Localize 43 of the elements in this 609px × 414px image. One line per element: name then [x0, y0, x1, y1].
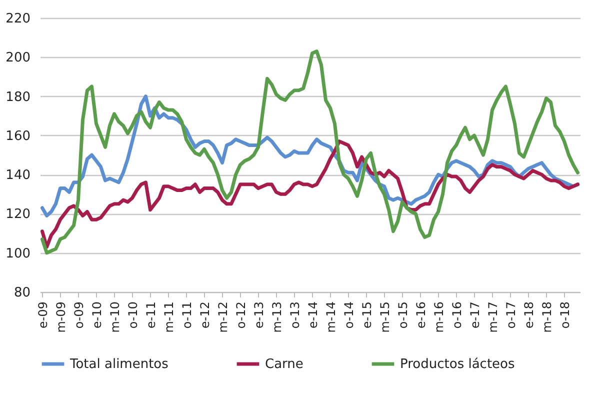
legend-label: Productos lácteos: [400, 357, 515, 372]
y-tick-label: 180: [6, 90, 30, 105]
x-tick-label: o-14: [342, 302, 356, 329]
x-tick-label: e-17: [468, 302, 482, 328]
y-tick-label: 200: [6, 50, 30, 66]
x-tick-label: o-15: [396, 302, 410, 329]
y-tick-label: 80: [14, 286, 30, 300]
x-tick-label: m-12: [216, 302, 230, 333]
x-tick-label: m-11: [162, 302, 176, 333]
line-series: [40, 50, 580, 255]
x-tick-label: o-17: [504, 302, 518, 329]
x-tick-label: m-10: [108, 302, 122, 333]
x-tick-label: e-14: [306, 302, 320, 328]
y-tick-label: 160: [6, 128, 30, 144]
x-tick-label: e-12: [198, 302, 212, 328]
x-tick-label: e-11: [144, 302, 158, 328]
x-tick-label: o-10: [126, 302, 140, 329]
x-tick-label: o-11: [180, 302, 194, 329]
y-tick-label: 140: [6, 168, 30, 184]
legend-label: Carne: [265, 357, 304, 372]
x-tick-label: e-15: [360, 302, 374, 328]
x-tick-label: e-13: [252, 302, 266, 328]
x-tick-label: m-18: [540, 302, 554, 333]
line-series: [40, 140, 580, 249]
y-tick-label: 220: [6, 12, 30, 26]
x-tick-label: e-10: [90, 302, 104, 328]
x-tick-label: m-16: [432, 302, 446, 333]
y-tick-label: 100: [6, 246, 30, 262]
x-tick-label: e-18: [522, 302, 536, 328]
x-tick-label: o-18: [558, 302, 572, 329]
x-tick-label: m-09: [54, 302, 68, 333]
x-tick-label: o-09: [72, 302, 86, 329]
x-tick-label: e-16: [414, 302, 428, 328]
x-tick-label: o-13: [288, 302, 302, 329]
x-tick-label: o-12: [234, 302, 248, 329]
x-tick-label: m-14: [324, 302, 338, 333]
x-tick-label: m-13: [270, 302, 284, 333]
x-tick-label: m-15: [378, 302, 392, 333]
x-tick-label: o-16: [450, 302, 464, 329]
legend-label: Total alimentos: [69, 357, 169, 372]
x-tick-label: m-17: [486, 302, 500, 333]
y-tick-label: 120: [6, 207, 30, 222]
x-tick-label: e-09: [36, 302, 50, 328]
